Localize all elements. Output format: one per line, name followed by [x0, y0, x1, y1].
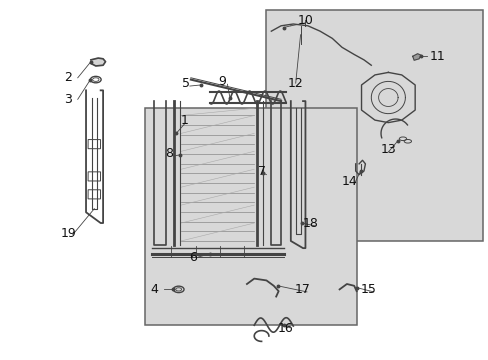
- Text: 5: 5: [182, 77, 190, 90]
- Text: 11: 11: [428, 50, 444, 63]
- Text: 16: 16: [278, 322, 293, 335]
- Text: 13: 13: [380, 143, 395, 156]
- Text: 7: 7: [257, 165, 265, 177]
- Bar: [144, 108, 356, 325]
- Bar: [266, 10, 483, 241]
- Text: 2: 2: [64, 71, 72, 84]
- Text: 4: 4: [150, 283, 158, 296]
- Polygon shape: [91, 58, 105, 66]
- Text: 12: 12: [287, 77, 303, 90]
- Text: 3: 3: [64, 93, 72, 106]
- Text: 19: 19: [61, 227, 77, 240]
- Text: 1: 1: [181, 114, 188, 127]
- Text: 15: 15: [360, 283, 376, 296]
- Text: 18: 18: [302, 216, 318, 230]
- Text: 17: 17: [294, 283, 310, 296]
- Text: 10: 10: [297, 14, 313, 27]
- Text: 8: 8: [164, 147, 173, 159]
- Text: 6: 6: [189, 251, 197, 264]
- Polygon shape: [412, 54, 420, 60]
- Text: 9: 9: [218, 75, 226, 88]
- Text: 14: 14: [341, 175, 356, 188]
